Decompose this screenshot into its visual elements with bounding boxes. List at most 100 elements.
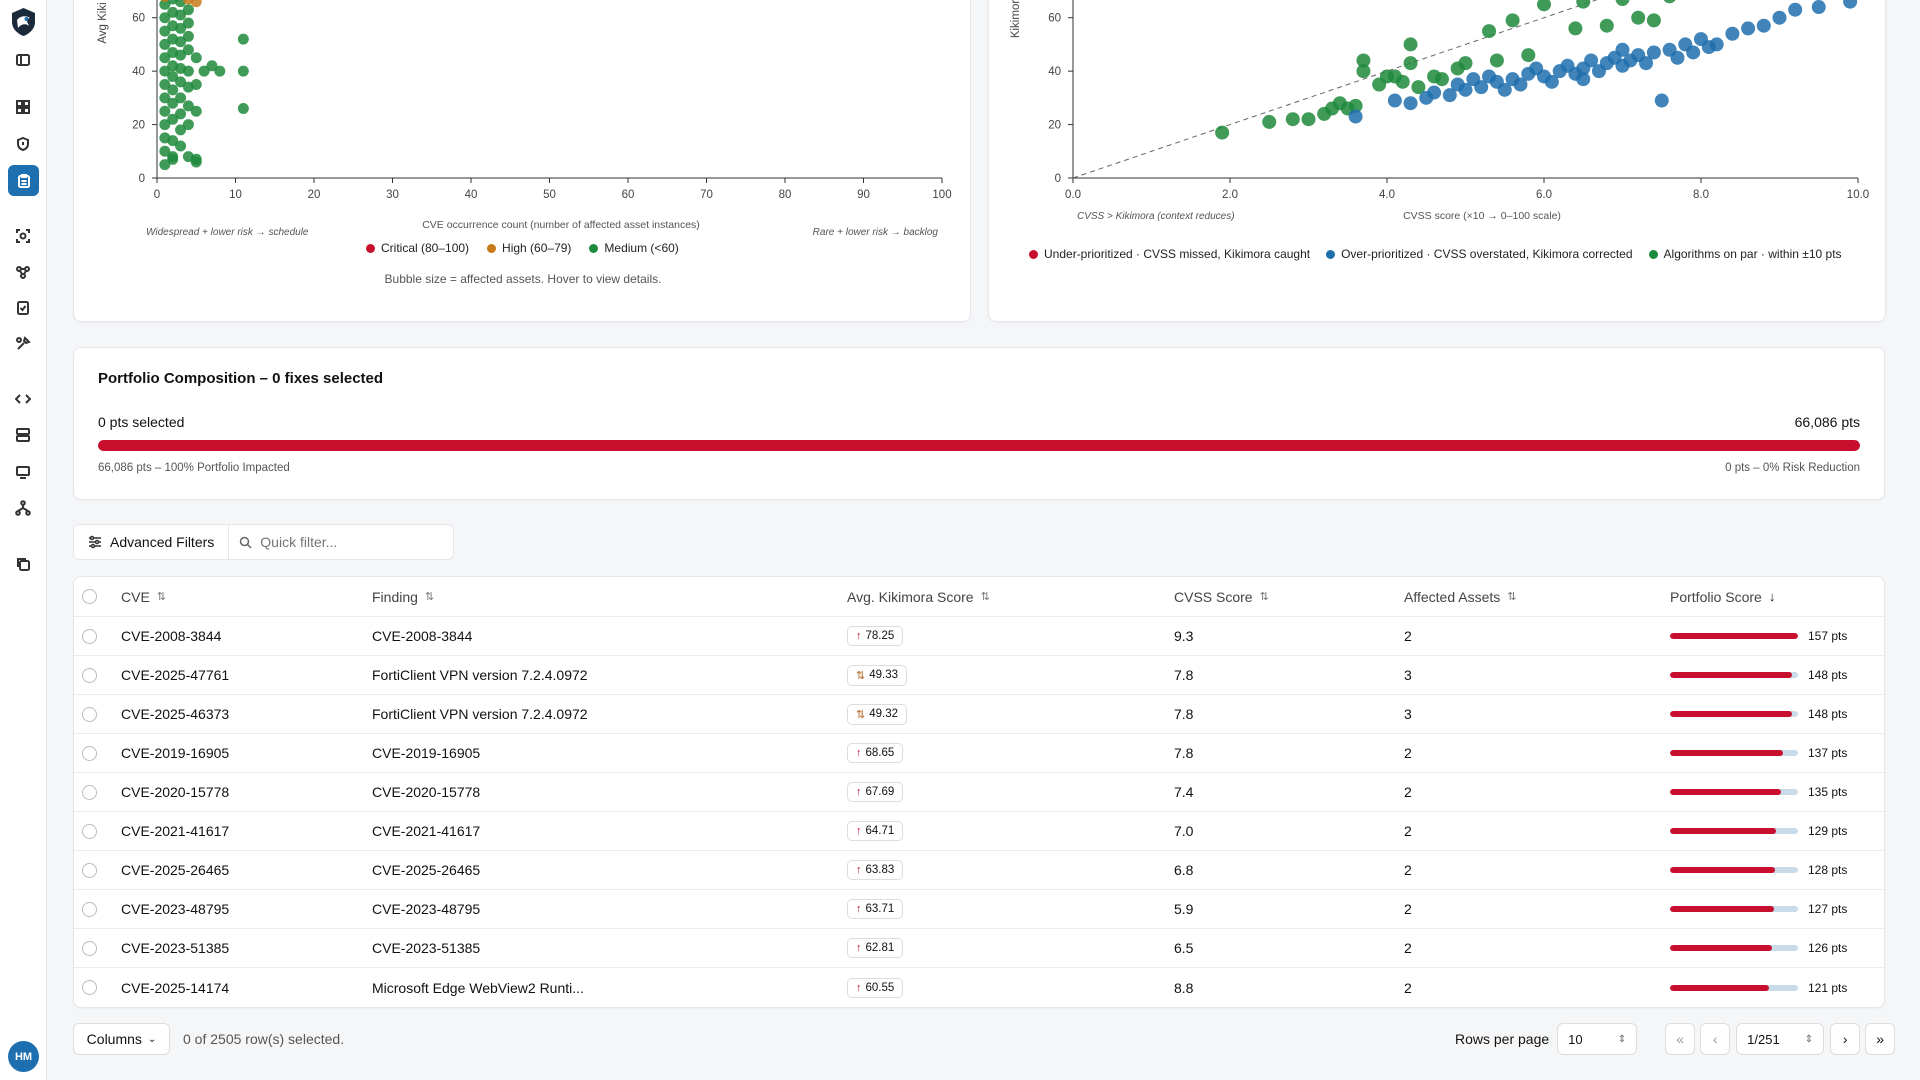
data-point[interactable] — [1458, 56, 1473, 71]
code-icon[interactable] — [13, 389, 33, 409]
data-point[interactable] — [159, 79, 171, 90]
clipboard-icon[interactable] — [8, 165, 39, 196]
row-checkbox[interactable] — [82, 628, 97, 644]
copy-icon[interactable] — [13, 554, 33, 574]
column-header[interactable]: CVE ⇅ — [121, 577, 166, 616]
data-point[interactable] — [182, 119, 194, 131]
data-point[interactable] — [159, 65, 171, 77]
sort-icon[interactable]: ⇅ — [1507, 591, 1517, 603]
data-point[interactable] — [159, 119, 171, 131]
sort-desc-icon[interactable]: ↓ — [1768, 589, 1776, 604]
table-row[interactable]: CVE-2008-3844 CVE-2008-3844 ↑ 78.25 9.3 2 157 … — [74, 617, 1884, 656]
data-point[interactable] — [1482, 24, 1497, 39]
data-point[interactable] — [237, 103, 249, 115]
data-point[interactable] — [167, 97, 179, 109]
data-point[interactable] — [1497, 82, 1512, 97]
data-point[interactable] — [1772, 10, 1787, 25]
data-point[interactable] — [167, 70, 179, 82]
data-point[interactable] — [1537, 0, 1551, 12]
sort-icon[interactable]: ⇅ — [980, 591, 990, 603]
data-point[interactable] — [1348, 109, 1363, 124]
row-checkbox[interactable] — [82, 823, 97, 839]
legend-item[interactable]: Medium (<60) — [589, 241, 679, 255]
data-point[interactable] — [1670, 50, 1685, 65]
table-row[interactable]: CVE-2025-26465 CVE-2025-26465 ↑ 63.83 6.8 2 12… — [74, 851, 1884, 890]
data-point[interactable] — [1403, 96, 1418, 111]
data-point[interactable] — [167, 135, 179, 147]
data-point[interactable] — [1646, 45, 1661, 60]
data-point[interactable] — [1599, 18, 1614, 33]
data-point[interactable] — [1348, 98, 1363, 113]
data-point[interactable] — [167, 113, 179, 125]
data-point[interactable] — [237, 65, 249, 77]
column-header[interactable]: Affected Assets ⇅ — [1404, 577, 1516, 616]
nodes-icon[interactable] — [13, 262, 33, 282]
data-point[interactable] — [1285, 112, 1300, 127]
data-point[interactable] — [175, 0, 187, 8]
data-point[interactable] — [1427, 85, 1442, 100]
data-point[interactable] — [159, 0, 171, 10]
shield-logo-icon[interactable] — [8, 6, 39, 38]
data-point[interactable] — [167, 153, 179, 165]
data-point[interactable] — [190, 105, 202, 117]
data-point[interactable] — [159, 92, 171, 104]
data-point[interactable] — [175, 92, 187, 104]
data-point[interactable] — [175, 140, 187, 152]
column-header[interactable]: CVSS Score ⇅ — [1174, 577, 1269, 616]
data-point[interactable] — [1387, 93, 1402, 108]
legend-item[interactable]: Under-prioritized · CVSS missed, Kikimor… — [1029, 247, 1310, 261]
advanced-filters-button[interactable]: Advanced Filters — [74, 525, 230, 559]
data-point[interactable] — [1521, 48, 1536, 63]
row-checkbox[interactable] — [82, 980, 97, 995]
data-point[interactable] — [1639, 56, 1654, 71]
data-point[interactable] — [167, 84, 179, 96]
data-point[interactable] — [1450, 77, 1465, 92]
columns-button[interactable]: Columns ⌄ — [73, 1023, 170, 1055]
data-point[interactable] — [1663, 0, 1677, 4]
table-row[interactable]: CVE-2023-51385 CVE-2023-51385 ↑ 62.81 6.5 2 12… — [74, 929, 1884, 968]
row-checkbox[interactable] — [82, 706, 97, 722]
data-point[interactable] — [1387, 69, 1402, 84]
row-checkbox[interactable] — [82, 745, 97, 761]
checklist-icon[interactable] — [13, 298, 33, 318]
table-row[interactable]: CVE-2019-16905 CVE-2019-16905 ↑ 68.65 7.8 2 13… — [74, 734, 1884, 773]
row-checkbox[interactable] — [82, 940, 97, 956]
data-point[interactable] — [237, 33, 249, 45]
data-point[interactable] — [1568, 21, 1583, 36]
legend-item[interactable]: Over-prioritized · CVSS overstated, Kiki… — [1326, 247, 1633, 261]
rows-per-page-select[interactable]: 10 ⇕ — [1557, 1023, 1638, 1055]
scan-icon[interactable] — [13, 226, 33, 246]
column-header[interactable]: Portfolio Score ↓ — [1670, 577, 1775, 616]
network-icon[interactable] — [13, 498, 33, 518]
quick-filter-input[interactable] — [260, 534, 441, 550]
table-row[interactable]: CVE-2025-47761 FortiClient VPN version 7.… — [74, 656, 1884, 695]
legend-item[interactable]: High (60–79) — [487, 241, 571, 255]
row-checkbox[interactable] — [82, 784, 97, 800]
data-point[interactable] — [1741, 21, 1756, 36]
tools-icon[interactable] — [13, 334, 33, 354]
data-point[interactable] — [1262, 114, 1277, 129]
data-point[interactable] — [1356, 53, 1371, 68]
data-point[interactable] — [1215, 125, 1230, 140]
data-point[interactable] — [1756, 18, 1771, 33]
sort-icon[interactable]: ⇅ — [1259, 591, 1269, 603]
data-point[interactable] — [182, 30, 194, 42]
data-point[interactable] — [182, 4, 194, 16]
dashboard-icon[interactable] — [13, 97, 33, 117]
column-header[interactable]: Finding ⇅ — [372, 577, 434, 616]
sort-icon[interactable]: ⇅ — [156, 591, 167, 603]
data-point[interactable] — [1701, 40, 1716, 55]
data-point[interactable] — [1411, 80, 1426, 95]
data-point[interactable] — [175, 76, 187, 88]
column-header[interactable]: Avg. Kikimora Score ⇅ — [847, 577, 990, 616]
data-point[interactable] — [175, 49, 187, 61]
data-point[interactable] — [198, 65, 210, 77]
data-point[interactable] — [1725, 26, 1740, 41]
data-point[interactable] — [214, 65, 226, 77]
data-point[interactable] — [1442, 88, 1457, 103]
select-all-checkbox[interactable] — [82, 589, 97, 604]
sort-icon[interactable]: ⇅ — [424, 591, 435, 603]
data-point[interactable] — [159, 12, 171, 24]
page-select[interactable]: 1/251 ⇕ — [1736, 1023, 1825, 1055]
row-checkbox[interactable] — [82, 667, 97, 683]
